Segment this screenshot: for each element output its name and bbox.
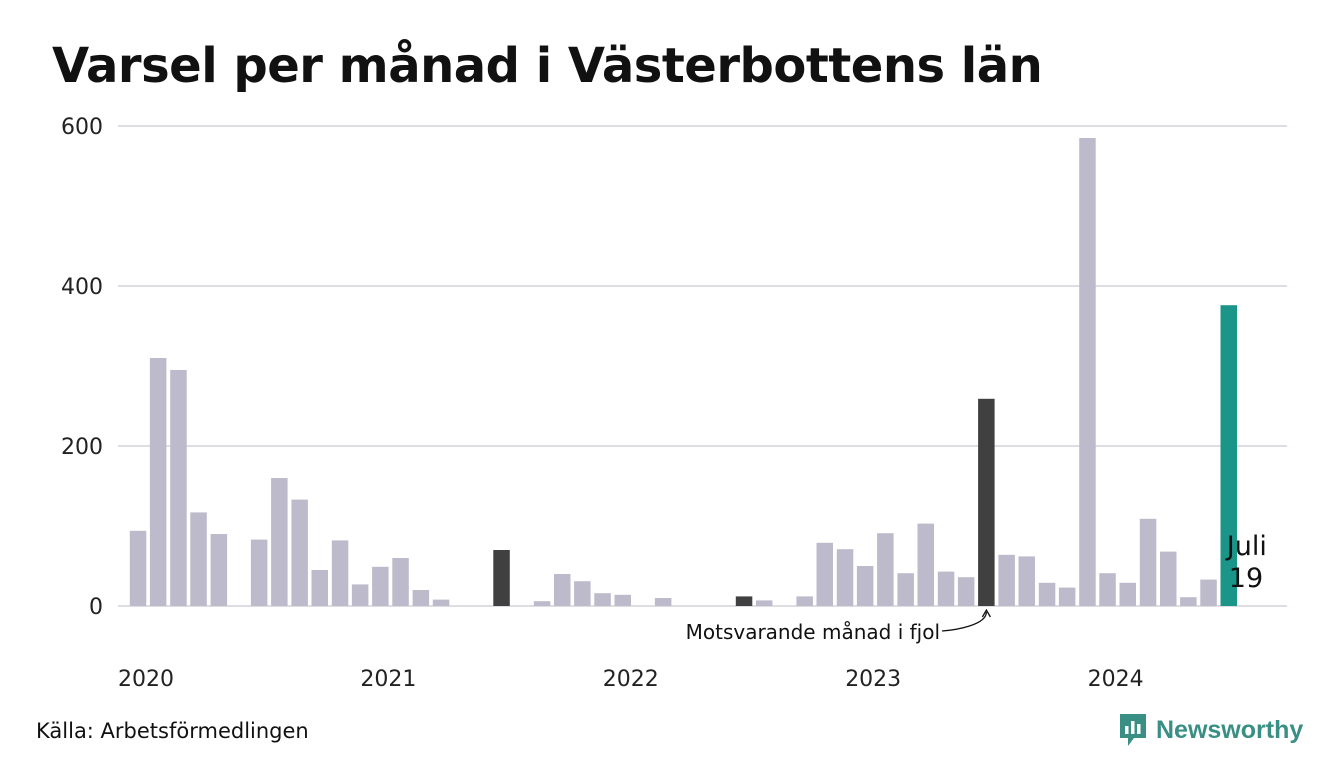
x-tick-label: 2020 [118, 667, 174, 692]
newsworthy-logo: Newsworthy [1118, 712, 1303, 748]
bar [291, 499, 308, 606]
bar [432, 599, 450, 606]
bar [1079, 138, 1096, 606]
bar [1139, 518, 1157, 606]
bar [311, 570, 328, 606]
bar [755, 600, 773, 606]
bar [614, 594, 631, 606]
bar [1220, 305, 1237, 606]
y-tick-label: 600 [61, 115, 103, 140]
bar [1200, 579, 1217, 606]
bar [1180, 597, 1197, 606]
bar [1160, 551, 1177, 606]
bar [937, 571, 955, 606]
y-tick-label: 200 [61, 435, 103, 460]
bar [897, 573, 914, 606]
logo-text: Newsworthy [1156, 715, 1304, 744]
bar [1058, 587, 1076, 606]
source-note: Källa: Arbetsförmedlingen [36, 719, 309, 743]
bar [1018, 556, 1035, 606]
bar [917, 523, 934, 606]
annotation-arrowhead [981, 608, 991, 618]
bar [533, 601, 551, 606]
y-tick-label: 0 [89, 595, 103, 620]
bar [351, 584, 369, 606]
chart-title: Varsel per månad i Västerbottens län [52, 38, 1043, 94]
bar [554, 574, 571, 606]
bar [190, 512, 207, 606]
bar [493, 550, 510, 606]
x-tick-label: 2022 [603, 667, 659, 692]
bar [210, 534, 228, 606]
current-value-label: 19 [1229, 563, 1263, 594]
y-tick-label: 400 [61, 275, 103, 300]
x-tick-label: 2023 [845, 667, 901, 692]
bar [1038, 582, 1056, 606]
bar [1119, 582, 1136, 606]
bar [372, 566, 389, 606]
bar [574, 581, 591, 606]
x-tick-label: 2024 [1088, 667, 1144, 692]
bar [654, 598, 672, 606]
bar [978, 398, 995, 606]
bar [250, 539, 268, 606]
bars [129, 138, 1237, 606]
bar [735, 596, 753, 606]
bar [998, 554, 1015, 606]
y-axis-labels: 0 200 400 600 [61, 115, 103, 620]
bar [594, 593, 611, 606]
bar [149, 358, 167, 606]
bar [170, 370, 187, 606]
x-axis-labels: 2020 2021 2022 2023 2024 [118, 667, 1144, 692]
bar [271, 478, 288, 606]
newsworthy-logo-icon [1120, 714, 1146, 746]
bar [836, 549, 854, 606]
bar [957, 577, 975, 606]
bar [877, 533, 894, 606]
bar [392, 558, 409, 606]
x-tick-label: 2021 [360, 667, 416, 692]
bar [856, 566, 874, 606]
bar [331, 540, 349, 606]
bar [129, 530, 147, 606]
annotation-arrow [941, 611, 988, 632]
bar [1099, 573, 1116, 606]
current-month-label: Juli [1225, 531, 1267, 562]
bar [816, 542, 833, 606]
annotation-text: Motsvarande månad i fjol [686, 620, 940, 644]
bar [412, 590, 430, 606]
bar [796, 596, 813, 606]
